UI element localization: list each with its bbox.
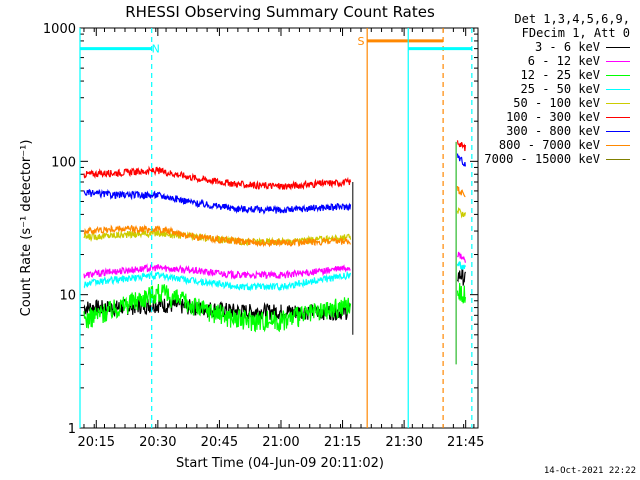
legend-header-line-1: Det 1,3,4,5,6,9, bbox=[514, 12, 630, 26]
x-tick-label: 20:45 bbox=[201, 435, 238, 450]
series-line-3-1 bbox=[456, 260, 466, 270]
y-axis-label: Count Rate (s⁻¹ detector⁻¹) bbox=[19, 140, 34, 317]
x-axis-label: Start Time (04-Jun-09 20:11:02) bbox=[176, 456, 384, 471]
legend-swatch bbox=[606, 116, 630, 118]
series-line-2-1 bbox=[456, 282, 466, 304]
legend-label: 12 - 25 keV bbox=[520, 68, 600, 82]
legend-label: 3 - 6 keV bbox=[534, 40, 600, 54]
legend-label: 300 - 800 keV bbox=[506, 124, 600, 138]
series-line-3-0 bbox=[83, 270, 352, 292]
legend-swatch bbox=[606, 88, 630, 90]
series-line-1-1 bbox=[456, 251, 466, 263]
legend-item: 100 - 300 keV bbox=[460, 110, 630, 124]
marker-label: N bbox=[152, 43, 160, 56]
legend-item: 300 - 800 keV bbox=[460, 124, 630, 138]
legend-item: 800 - 7000 keV bbox=[460, 138, 630, 152]
legend-label: 50 - 100 keV bbox=[513, 96, 600, 110]
legend-item: 12 - 25 keV bbox=[460, 68, 630, 82]
legend-item: 25 - 50 keV bbox=[460, 82, 630, 96]
series-line-5-1 bbox=[456, 140, 466, 152]
chart-title: RHESSI Observing Summary Count Rates bbox=[125, 3, 435, 21]
series-line-4-1 bbox=[456, 206, 466, 219]
y-tick-label: 1000 bbox=[43, 22, 76, 37]
series-line-6-0 bbox=[83, 188, 352, 215]
legend-label: 7000 - 15000 keV bbox=[484, 152, 600, 166]
legend-label: 25 - 50 keV bbox=[520, 82, 600, 96]
legend-item: 7000 - 15000 keV bbox=[460, 152, 630, 166]
legend-item: 6 - 12 keV bbox=[460, 54, 630, 68]
series-line-1-0 bbox=[83, 263, 351, 280]
series-line-7-1 bbox=[456, 186, 466, 198]
y-tick-label: 100 bbox=[51, 155, 76, 170]
marker-label: S bbox=[358, 35, 365, 48]
x-tick-label: 20:30 bbox=[139, 435, 176, 450]
legend-header-line-2: FDecim 1, Att 0 bbox=[521, 26, 630, 40]
legend-swatch bbox=[606, 60, 630, 62]
legend-swatch bbox=[606, 158, 630, 160]
legend-label: 800 - 7000 keV bbox=[498, 138, 600, 152]
x-tick-label: 21:00 bbox=[262, 435, 299, 450]
y-tick-label: 10 bbox=[59, 289, 76, 304]
series-line-7-0 bbox=[83, 224, 352, 248]
series-line-0-1 bbox=[456, 268, 466, 286]
y-tick-label: 1 bbox=[68, 422, 76, 437]
legend-swatch bbox=[606, 130, 630, 132]
series-line-5-0 bbox=[83, 165, 352, 191]
generation-timestamp: 14-Oct-2021 22:22 bbox=[543, 466, 636, 476]
legend-swatch bbox=[606, 144, 630, 146]
legend-swatch bbox=[606, 46, 630, 48]
plot-area: 1 10 100 1000 20:15 20:30 20:45 21:00 21:15 21:30… bbox=[43, 22, 485, 450]
series-line-2-0 bbox=[83, 283, 352, 333]
x-tick-label: 21:30 bbox=[385, 435, 422, 450]
legend-swatch bbox=[606, 74, 630, 76]
x-tick-label: 21:15 bbox=[324, 435, 361, 450]
series-line-6-1 bbox=[456, 153, 466, 167]
legend-item: 50 - 100 keV bbox=[460, 96, 630, 110]
x-tick-label: 20:15 bbox=[78, 435, 115, 450]
legend-label: 6 - 12 keV bbox=[527, 54, 600, 68]
legend-swatch bbox=[606, 102, 630, 104]
x-tick-label: 21:45 bbox=[447, 435, 484, 450]
legend: Det 1,3,4,5,6,9, FDecim 1, Att 0 3 - 6 k… bbox=[460, 12, 630, 166]
legend-label: 100 - 300 keV bbox=[506, 110, 600, 124]
legend-item: 3 - 6 keV bbox=[460, 40, 630, 54]
